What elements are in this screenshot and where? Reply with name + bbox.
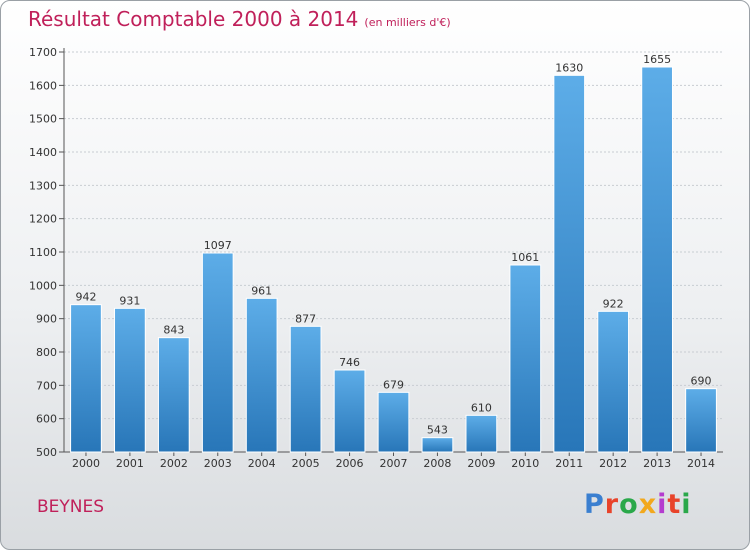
- chart-title: Résultat Comptable 2000 à 2014 (en millie…: [28, 7, 451, 31]
- x-tick-label-2005: 2005: [292, 457, 320, 470]
- y-tick-label: 600: [36, 413, 57, 426]
- data-label-2008: 543: [427, 424, 448, 437]
- data-label-2012: 922: [603, 297, 624, 310]
- y-tick-label: 700: [36, 379, 57, 392]
- data-label-2007: 679: [383, 378, 404, 391]
- bar-2007: [377, 391, 410, 453]
- logo-letter: o: [619, 489, 639, 520]
- axes: 500 600 700 800 900 1000 1100 1200 1300 1400 1500 1…: [29, 46, 723, 470]
- bar-2006: [333, 369, 366, 453]
- x-tick-label-2010: 2010: [511, 457, 539, 470]
- data-label-2001: 931: [119, 294, 140, 307]
- bar-2005: [289, 325, 322, 453]
- x-tick-label-2009: 2009: [467, 457, 495, 470]
- x-tick-label-2006: 2006: [336, 457, 364, 470]
- y-tick-label: 1600: [29, 79, 57, 92]
- data-label-2000: 942: [75, 291, 96, 304]
- data-label-2004: 961: [251, 284, 272, 297]
- data-label-2009: 610: [471, 401, 492, 414]
- x-tick-label-2014: 2014: [687, 457, 715, 470]
- bar-2011: [553, 74, 586, 453]
- x-tick-label-2001: 2001: [116, 457, 144, 470]
- y-tick-label: 900: [36, 313, 57, 326]
- y-tick-label: 1300: [29, 179, 57, 192]
- bar-2014: [685, 388, 717, 453]
- bar-2009: [465, 414, 498, 453]
- logo-letter: i: [681, 489, 692, 520]
- x-tick-label-2012: 2012: [599, 457, 627, 470]
- x-tick-label-2011: 2011: [555, 457, 583, 470]
- logo-letter: x: [638, 489, 658, 520]
- data-label-2014: 690: [691, 375, 712, 388]
- logo-letter: i: [657, 489, 668, 520]
- data-label-2013: 1655: [643, 53, 671, 66]
- bar-2000: [70, 304, 102, 453]
- proxiti-logo: Proxiti: [584, 489, 692, 520]
- x-tick-label-2002: 2002: [160, 457, 188, 470]
- logo-letter: t: [667, 489, 682, 520]
- data-labels: 942 931 843 1097 961 877 746 679 543 610 1061 1630 9…: [75, 53, 711, 437]
- bar-2002: [157, 337, 190, 453]
- y-tick-label: 1100: [29, 246, 57, 259]
- x-tick-label-2008: 2008: [423, 457, 451, 470]
- bar-2003: [201, 252, 234, 453]
- bar-2004: [245, 297, 278, 453]
- data-label-2002: 843: [163, 324, 184, 337]
- bars: [70, 66, 717, 453]
- y-tick-label: 1500: [29, 113, 57, 126]
- city-name: BEYNES: [37, 497, 105, 517]
- y-tick-label: 500: [36, 446, 57, 459]
- x-tick-label-2013: 2013: [643, 457, 671, 470]
- logo-letter: r: [604, 489, 620, 520]
- y-tick-label: 1000: [29, 279, 57, 292]
- y-tick-label: 1700: [29, 46, 57, 59]
- data-label-2011: 1630: [555, 61, 583, 74]
- x-tick-label-2004: 2004: [248, 457, 276, 470]
- bar-2010: [509, 264, 542, 453]
- y-tick-label: 1200: [29, 213, 57, 226]
- data-label-2003: 1097: [204, 239, 232, 252]
- x-tick-label-2000: 2000: [72, 457, 100, 470]
- chart-subtitle: (en milliers d'€): [364, 16, 451, 29]
- data-label-2005: 877: [295, 312, 316, 325]
- bar-2001: [114, 307, 146, 453]
- data-label-2010: 1061: [511, 251, 539, 264]
- x-tick-label-2003: 2003: [204, 457, 232, 470]
- logo-letter: P: [584, 489, 605, 520]
- bar-2012: [597, 310, 630, 453]
- y-tick-label: 800: [36, 346, 57, 359]
- y-tick-label: 1400: [29, 146, 57, 159]
- bar-2008: [421, 437, 454, 453]
- x-tick-label-2007: 2007: [380, 457, 408, 470]
- chart-title-text: Résultat Comptable 2000 à 2014: [28, 7, 359, 31]
- data-label-2006: 746: [339, 356, 360, 369]
- bar-2013: [641, 66, 673, 453]
